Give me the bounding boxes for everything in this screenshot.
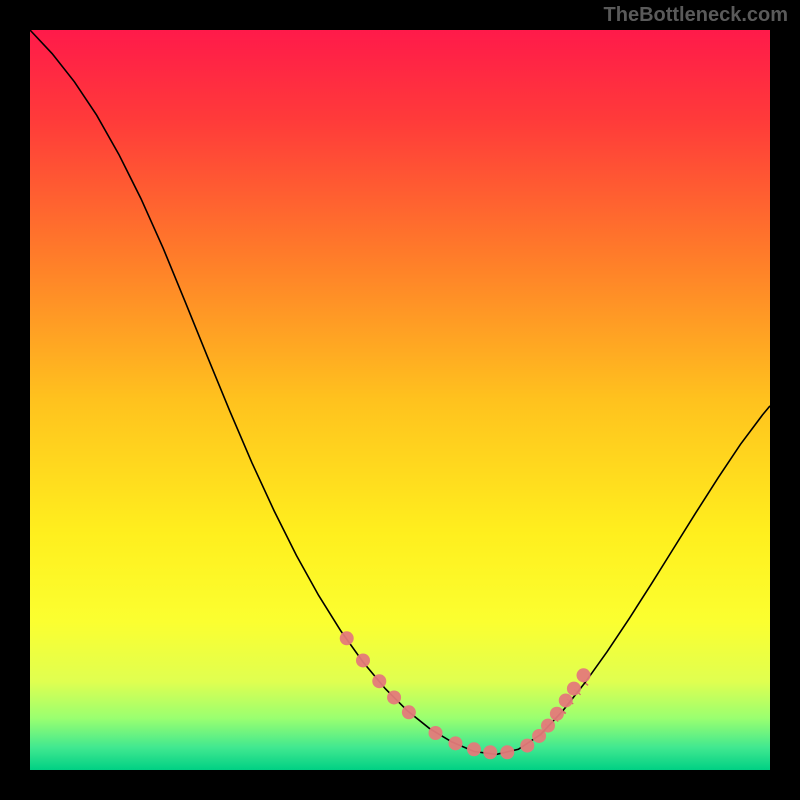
curve-layer — [30, 30, 770, 770]
bottleneck-curve — [30, 30, 770, 754]
curve-markers — [340, 631, 591, 759]
plot-area — [30, 30, 770, 770]
watermark-text: TheBottleneck.com — [604, 4, 788, 27]
